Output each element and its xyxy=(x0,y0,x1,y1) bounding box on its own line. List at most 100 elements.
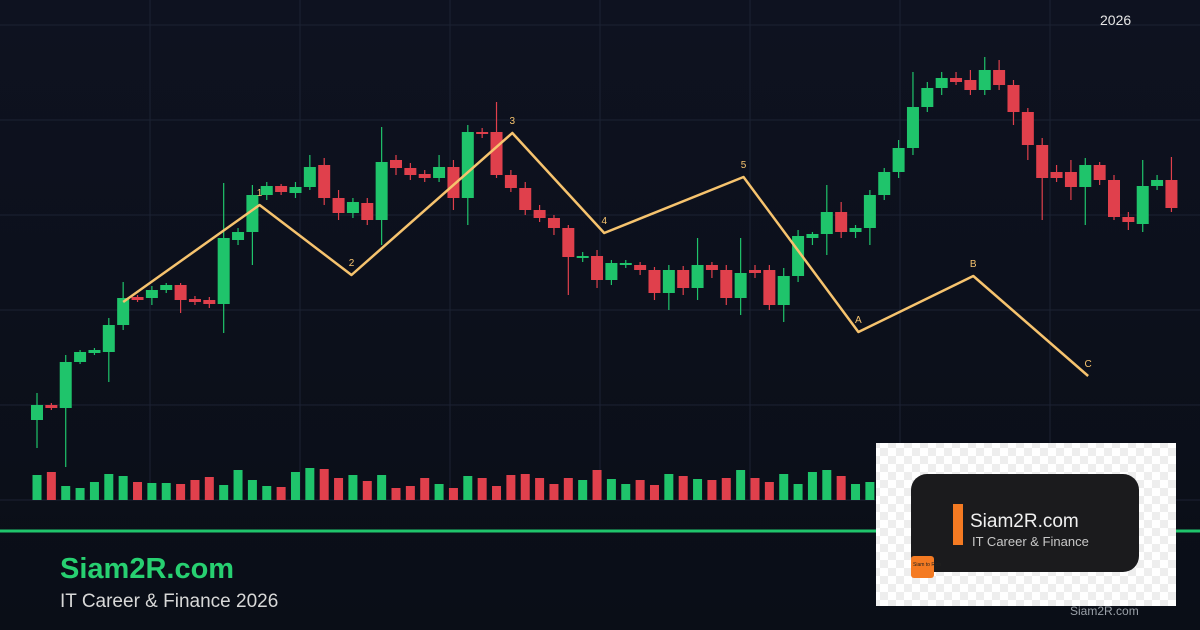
candle-body xyxy=(260,186,273,195)
candle-body xyxy=(203,300,216,304)
candle-body xyxy=(705,265,718,270)
volume-bar xyxy=(176,484,186,500)
volume-bar xyxy=(621,484,631,500)
card-panel xyxy=(911,474,1139,572)
candle-body xyxy=(576,256,589,258)
candle-body xyxy=(634,265,647,270)
candle-body xyxy=(533,210,546,218)
candle-body xyxy=(375,162,388,220)
candle-body xyxy=(1036,145,1049,178)
site-name: Siam2R.com xyxy=(60,553,234,585)
volume-bar xyxy=(635,480,645,500)
candle-body xyxy=(1108,180,1120,217)
wave-label: A xyxy=(855,315,862,326)
volume-bar xyxy=(836,476,846,500)
volume-bar xyxy=(104,474,114,500)
volume-bar xyxy=(262,486,272,500)
candle-body xyxy=(1007,85,1020,112)
volume-bar xyxy=(448,488,458,500)
candle-body xyxy=(476,132,489,134)
card-accent xyxy=(953,504,963,545)
volume-bar xyxy=(219,485,229,500)
candle-body xyxy=(662,270,675,293)
candle-body xyxy=(433,167,446,178)
candle-body xyxy=(863,195,876,228)
volume-bar xyxy=(147,483,157,500)
logo-text: Siam to Rich xyxy=(913,562,942,568)
candle-body xyxy=(950,78,963,82)
watermark: Siam2R.com xyxy=(1070,604,1139,618)
volume-bar xyxy=(822,470,832,500)
volume-bar xyxy=(46,472,56,500)
year-label: 2026 xyxy=(1100,12,1131,28)
candle-body xyxy=(591,256,604,280)
candle-body xyxy=(447,167,460,198)
candle-body xyxy=(217,238,230,304)
volume-bar xyxy=(764,482,774,500)
wave-label: C xyxy=(1085,359,1092,370)
volume-bar xyxy=(750,478,760,500)
candle-body xyxy=(935,78,948,88)
volume-bar xyxy=(319,469,329,500)
candle-body xyxy=(619,263,632,265)
card-tagline: IT Career & Finance xyxy=(972,534,1089,549)
candle-body xyxy=(519,188,532,210)
volume-bar xyxy=(592,470,602,500)
volume-bar xyxy=(520,474,530,500)
candle-body xyxy=(648,270,661,293)
candle-body xyxy=(547,218,560,228)
candle-body xyxy=(1122,217,1135,222)
candle-body xyxy=(332,198,345,213)
candle-body xyxy=(1021,112,1034,145)
candle-body xyxy=(88,350,101,353)
volume-bar xyxy=(434,484,444,500)
candle-body xyxy=(720,270,733,298)
volume-bar xyxy=(305,468,315,500)
candle-body xyxy=(978,70,991,90)
candle-body xyxy=(1079,165,1092,187)
volume-bar xyxy=(334,478,344,500)
candle-body xyxy=(31,405,43,420)
volume-bar xyxy=(779,474,789,500)
candle-body xyxy=(906,107,919,148)
candle-body xyxy=(806,234,819,238)
volume-bar xyxy=(535,478,545,500)
candle-body xyxy=(102,325,115,352)
candle-body xyxy=(964,80,977,90)
candle-body xyxy=(232,232,245,240)
volume-bar xyxy=(204,477,214,500)
volume-bar xyxy=(649,485,659,500)
volume-bar xyxy=(233,470,243,500)
volume-bar xyxy=(707,480,717,500)
candle-body xyxy=(878,172,891,195)
candle-body xyxy=(289,187,302,193)
logo xyxy=(911,556,934,578)
volume-bar xyxy=(61,486,71,500)
volume-bar xyxy=(721,478,731,500)
candle-body xyxy=(892,148,905,172)
candle-body xyxy=(921,88,934,107)
wave-line xyxy=(122,131,1089,377)
candle-body xyxy=(246,195,259,232)
volume-bar xyxy=(578,480,588,500)
candle-body xyxy=(820,212,833,234)
wave-label: B xyxy=(970,259,977,270)
volume-bar xyxy=(290,472,300,500)
vertical-grid xyxy=(149,0,1051,500)
candle-body xyxy=(849,228,862,232)
volume-bar xyxy=(391,488,401,500)
candle-body xyxy=(275,186,288,192)
candle-body xyxy=(404,168,417,175)
wave-label: 1 xyxy=(257,188,263,199)
candle-body xyxy=(318,165,331,198)
candle-body xyxy=(74,352,87,362)
candle-body xyxy=(691,265,704,288)
volume-bar xyxy=(851,484,861,500)
candle-body xyxy=(390,160,402,168)
wave-label: 2 xyxy=(349,258,355,269)
card-site: Siam2R.com xyxy=(970,511,1079,532)
volume-bar xyxy=(865,482,875,500)
candle-body xyxy=(835,212,848,232)
